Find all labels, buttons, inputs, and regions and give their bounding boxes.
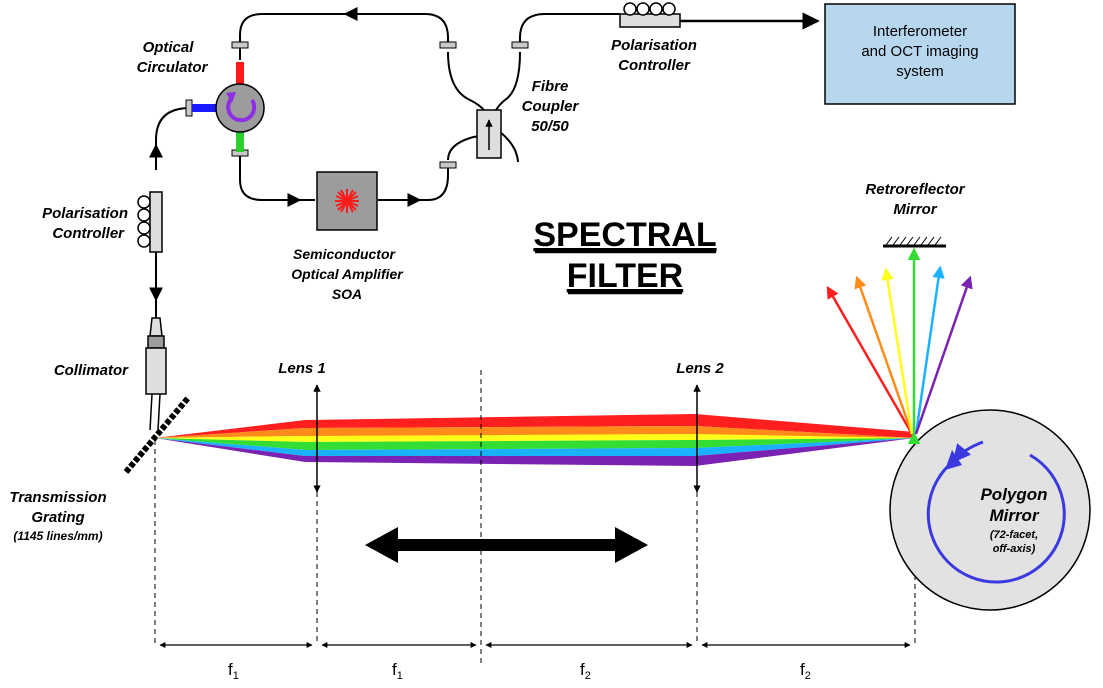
svg-text:SOA: SOA	[332, 286, 362, 302]
svg-text:Retroreflector: Retroreflector	[865, 181, 965, 198]
label-lens-1: Lens 1	[278, 360, 326, 377]
f-label-4: f2	[800, 660, 811, 682]
circulator-arrow-icon	[226, 96, 257, 123]
svg-text:Transmission: Transmission	[9, 489, 106, 506]
svg-text:Polarisation: Polarisation	[611, 37, 697, 54]
f-label-1: f1	[228, 660, 239, 682]
polygon-mirror	[889, 409, 1091, 611]
svg-text:Circulator: Circulator	[137, 59, 209, 76]
interferometer-box: Interferometer and OCT imaging system	[824, 3, 1016, 105]
svg-text:Semiconductor: Semiconductor	[293, 246, 396, 262]
label-spectral-filter-title: SPECTRAL FILTER	[533, 216, 716, 295]
svg-text:(1145 lines/mm): (1145 lines/mm)	[13, 529, 102, 543]
svg-text:Coupler: Coupler	[522, 98, 580, 115]
label-transmission-grating: Transmission Grating (1145 lines/mm)	[9, 489, 106, 543]
polarisation-controller-left	[137, 191, 163, 253]
label-polygon-mirror: Polygon Mirror (72-facet, off-axis)	[980, 485, 1047, 555]
box-line-2: and OCT imaging	[861, 43, 978, 60]
label-retroreflector: Retroreflector Mirror	[865, 181, 965, 218]
label-soa: Semiconductor Optical Amplifier SOA	[291, 246, 404, 302]
label-polarisation-controller-top: Polarisation Controller	[611, 37, 697, 74]
label-optical-circulator: Optical Circulator	[137, 39, 209, 76]
svg-text:Fibre: Fibre	[532, 78, 569, 95]
svg-text:FILTER: FILTER	[567, 257, 683, 295]
svg-text:Polarisation: Polarisation	[42, 205, 128, 222]
fibre-coupler	[476, 109, 502, 159]
svg-text:50/50: 50/50	[531, 118, 569, 135]
svg-text:Mirror: Mirror	[989, 506, 1040, 525]
svg-text:SPECTRAL: SPECTRAL	[533, 216, 716, 254]
label-collimator: Collimator	[54, 362, 129, 379]
f-label-3: f2	[580, 660, 591, 682]
box-line-1: Interferometer	[873, 23, 967, 40]
translation-double-arrow	[365, 527, 648, 563]
optical-circulator	[192, 62, 265, 152]
svg-text:Controller: Controller	[52, 225, 125, 242]
soa-star-icon	[335, 189, 359, 213]
focal-guides	[154, 370, 916, 665]
label-polarisation-controller-left: Polarisation Controller	[42, 205, 128, 242]
svg-text:Optical Amplifier: Optical Amplifier	[291, 266, 404, 282]
focal-labels: f1 f1 f2 f2	[228, 660, 811, 682]
f-label-2: f1	[392, 660, 403, 682]
polarisation-controller-top	[619, 2, 681, 28]
spectrum-beam	[155, 414, 915, 466]
collimator	[145, 300, 167, 431]
dispersed-rays	[826, 247, 973, 444]
svg-text:Grating: Grating	[31, 509, 84, 526]
retroreflector-mirror	[883, 236, 946, 248]
svg-text:Optical: Optical	[143, 39, 195, 56]
svg-text:Controller: Controller	[618, 57, 691, 74]
soa	[316, 171, 378, 231]
label-fibre-coupler: Fibre Coupler 50/50	[522, 78, 580, 135]
svg-text:(72-facet,: (72-facet,	[990, 529, 1038, 541]
svg-text:Mirror: Mirror	[893, 201, 938, 218]
svg-text:off-axis): off-axis)	[993, 543, 1036, 555]
label-lens-2: Lens 2	[676, 360, 724, 377]
fibre-connectors	[185, 41, 529, 169]
svg-text:Polygon: Polygon	[980, 485, 1047, 504]
box-line-3: system	[896, 63, 944, 80]
transmission-grating	[123, 396, 191, 474]
